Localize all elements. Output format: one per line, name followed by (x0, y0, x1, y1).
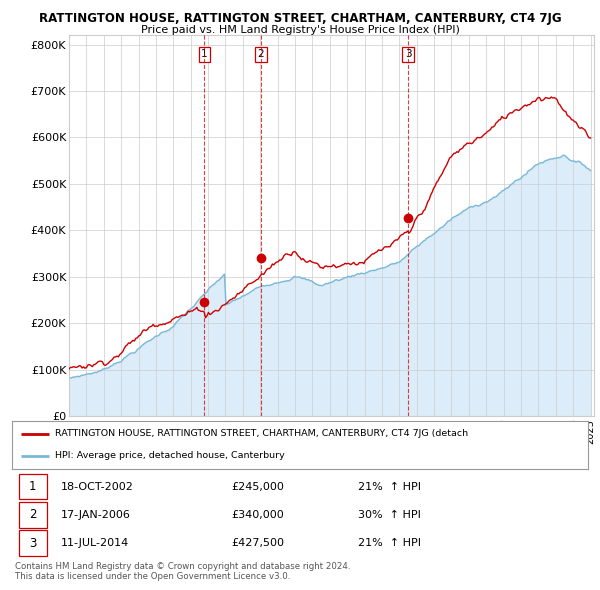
Text: 1: 1 (201, 50, 208, 60)
Text: 11-JUL-2014: 11-JUL-2014 (61, 538, 129, 548)
Text: 30%  ↑ HPI: 30% ↑ HPI (358, 510, 421, 520)
Text: 1: 1 (29, 480, 37, 493)
FancyBboxPatch shape (19, 474, 47, 499)
Text: Contains HM Land Registry data © Crown copyright and database right 2024.
This d: Contains HM Land Registry data © Crown c… (15, 562, 350, 581)
Text: 21%  ↑ HPI: 21% ↑ HPI (358, 538, 421, 548)
Text: £427,500: £427,500 (231, 538, 284, 548)
Text: 18-OCT-2002: 18-OCT-2002 (61, 481, 134, 491)
Text: HPI: Average price, detached house, Canterbury: HPI: Average price, detached house, Cant… (55, 451, 285, 460)
Text: 3: 3 (405, 50, 412, 60)
Text: 17-JAN-2006: 17-JAN-2006 (61, 510, 131, 520)
Text: 2: 2 (29, 508, 37, 522)
Text: £340,000: £340,000 (231, 510, 284, 520)
Text: 2: 2 (257, 50, 264, 60)
Text: RATTINGTON HOUSE, RATTINGTON STREET, CHARTHAM, CANTERBURY, CT4 7JG: RATTINGTON HOUSE, RATTINGTON STREET, CHA… (38, 12, 562, 25)
FancyBboxPatch shape (19, 530, 47, 556)
Text: RATTINGTON HOUSE, RATTINGTON STREET, CHARTHAM, CANTERBURY, CT4 7JG (detach: RATTINGTON HOUSE, RATTINGTON STREET, CHA… (55, 430, 469, 438)
Text: 21%  ↑ HPI: 21% ↑ HPI (358, 481, 421, 491)
Text: 3: 3 (29, 536, 37, 549)
Text: £245,000: £245,000 (231, 481, 284, 491)
Text: Price paid vs. HM Land Registry's House Price Index (HPI): Price paid vs. HM Land Registry's House … (140, 25, 460, 35)
FancyBboxPatch shape (19, 502, 47, 527)
